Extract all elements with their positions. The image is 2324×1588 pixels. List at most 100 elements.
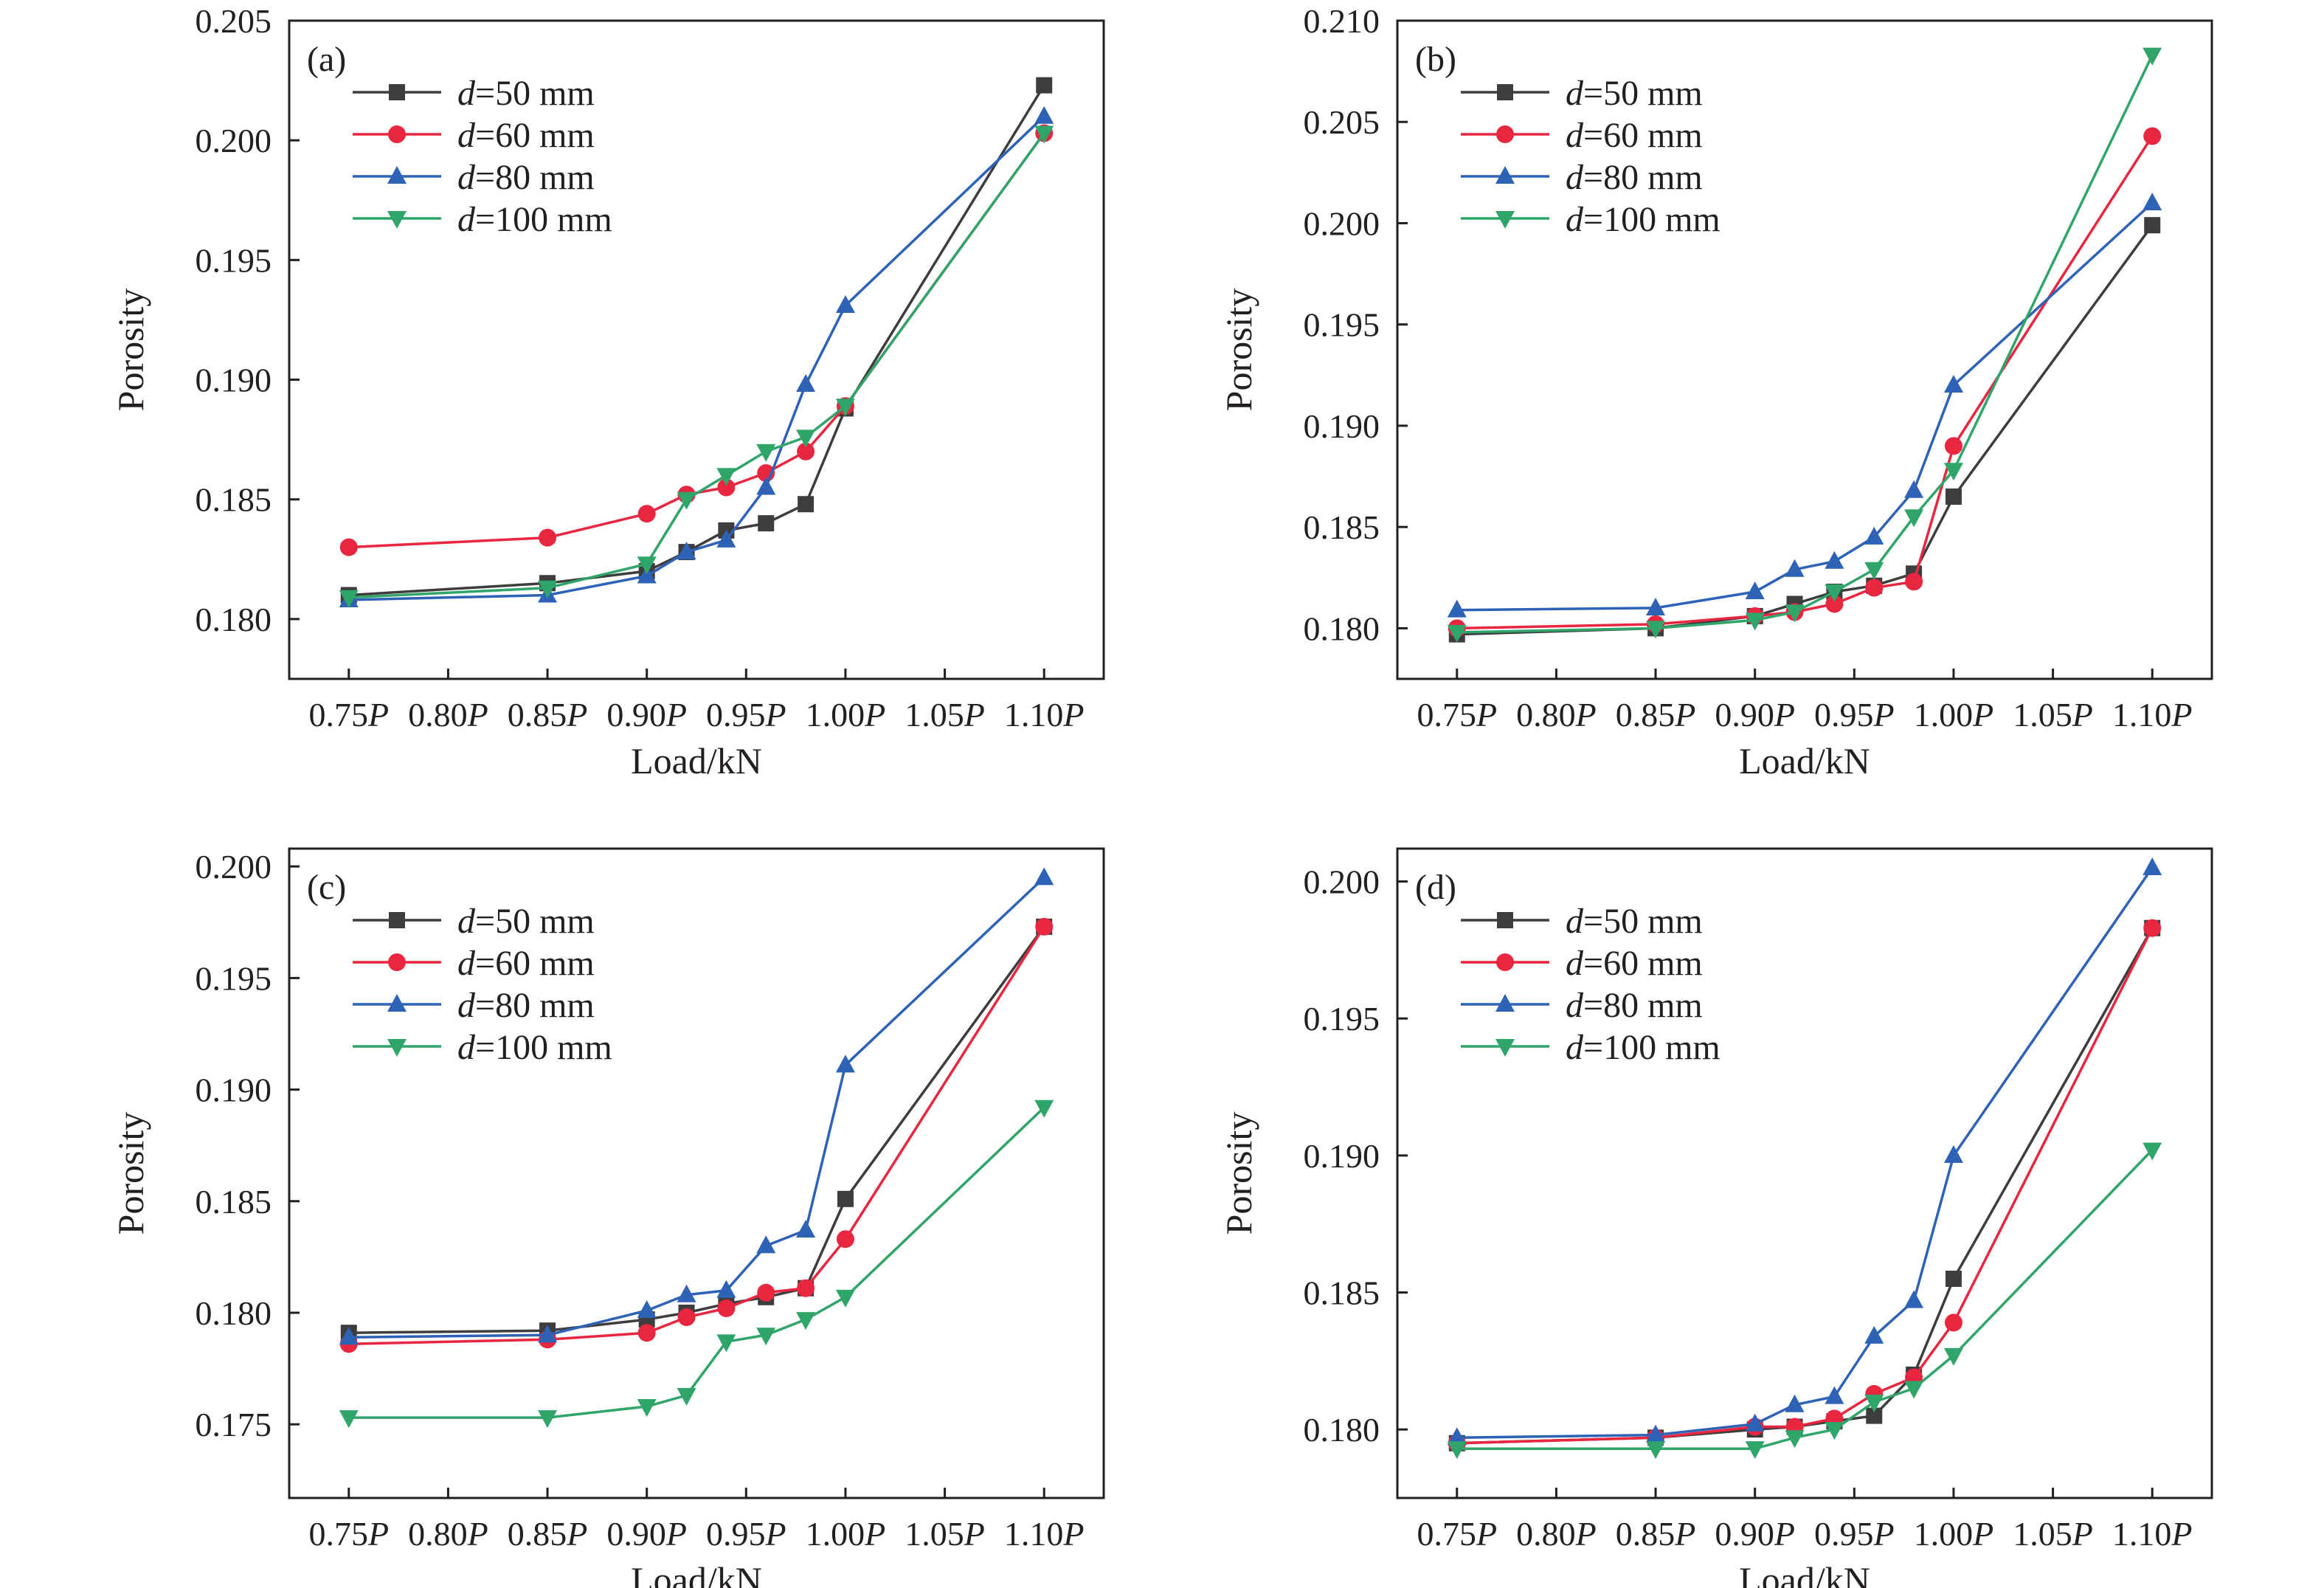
legend-label: d=100 mm [457,1028,612,1067]
x-tick-suffix: P [1062,696,1084,733]
x-tick-label: 1.10P [2112,696,2193,733]
data-point [1943,1145,1963,1163]
data-point [836,1230,854,1249]
x-tick-label: 0.95P [706,1515,786,1553]
x-tick-value: 1.00 [806,696,865,733]
data-point [717,1299,736,1317]
x-tick-label: 0.80P [1516,696,1597,733]
x-tick-value: 1.05 [2013,696,2072,733]
data-point [756,477,776,495]
data-point [677,1308,696,1327]
legend: d=50 mmd=60 mmd=80 mmd=100 mm [353,902,612,1067]
legend-value: =80 mm [475,158,595,197]
data-point [798,496,815,513]
legend-variable: d [1566,158,1584,197]
x-tick-value: 0.80 [408,696,468,733]
data-point [1646,597,1666,615]
data-point [677,1387,696,1406]
legend-variable: d [457,200,476,239]
legend-variable: d [1566,902,1584,941]
x-tick-suffix: P [665,696,687,733]
data-point [796,374,816,393]
data-point [717,478,736,497]
series-line-3 [1456,201,2154,612]
data-point [637,1324,656,1342]
legend-marker [1495,211,1515,229]
x-tick-label: 0.90P [1715,696,1795,733]
data-point [1944,437,1962,455]
y-tick-label: 0.180 [196,601,272,638]
y-tick-label: 0.200 [196,848,272,886]
chart-panel-2: 0.1800.1850.1900.1950.2000.2050.2100.75P… [1218,2,2213,781]
x-tick-suffix: P [2171,1515,2192,1553]
data-point [539,528,557,547]
data-point [2143,857,2162,875]
series-line-4 [348,1106,1045,1419]
series-line-3 [1456,867,2154,1440]
x-tick-value: 0.80 [1516,696,1576,733]
y-tick-label: 0.180 [196,1294,272,1332]
series-line-2 [348,132,1045,549]
legend-marker [387,211,407,229]
x-tick-value: 1.00 [806,1515,865,1553]
y-axis-title: Porosity [110,1112,151,1235]
data-point [538,580,558,598]
legend-marker [1496,125,1514,143]
data-point [1745,612,1765,631]
data-point [339,1410,359,1429]
series-line-1 [348,925,1045,1334]
x-tick-suffix: P [1575,1515,1597,1553]
data-point [797,442,815,460]
panel-tag: (d) [1415,868,1456,907]
legend-variable: d [457,944,476,983]
x-axis-title: Load/kN [1739,740,1870,781]
data-point [1864,526,1884,545]
series-line-1 [1456,224,2154,636]
x-tick-label: 0.90P [606,696,687,733]
series-line-3 [348,115,1045,601]
series-line-2 [1456,927,2154,1445]
data-point [716,1334,736,1353]
data-point [2143,1142,2162,1161]
y-tick-label: 0.200 [1304,863,1380,901]
legend-value: =50 mm [475,902,595,941]
y-tick-label: 0.185 [1304,508,1380,546]
data-point [756,1235,776,1254]
data-point [1646,621,1666,639]
x-tick-value: 0.75 [308,696,368,733]
legend-label: d=50 mm [1566,902,1703,941]
data-point [1646,1424,1666,1443]
x-tick-label: 0.95P [1814,696,1895,733]
x-tick-value: 0.85 [508,1515,567,1553]
legend-value: =50 mm [1583,74,1703,113]
legend-marker [387,1039,407,1057]
data-point [796,1220,816,1238]
x-tick-label: 0.85P [1616,1515,1696,1553]
legend-variable: d [1566,986,1584,1025]
data-point [1904,509,1924,528]
x-tick-suffix: P [467,696,488,733]
panel-tag: (b) [1415,40,1456,79]
data-point [2143,919,2162,937]
x-tick-suffix: P [1972,1515,1993,1553]
x-tick-suffix: P [1476,696,1497,733]
data-point [716,529,736,548]
data-point [1943,1347,1963,1366]
x-tick-value: 1.05 [2013,1515,2072,1553]
x-tick-label: 0.90P [1715,1515,1795,1553]
data-point [677,1284,696,1302]
data-point [797,1279,815,1297]
legend-marker [388,125,406,143]
x-tick-label: 0.75P [1417,1515,1497,1553]
x-tick-suffix: P [864,696,885,733]
data-point [1447,624,1467,643]
data-point [1785,1394,1805,1412]
x-tick-suffix: P [765,696,786,733]
legend-marker [387,994,407,1012]
data-point [637,1399,657,1418]
data-point [1785,604,1805,623]
data-point [1905,573,1923,591]
x-tick-value: 1.10 [2112,696,2172,733]
legend-variable: d [457,158,476,197]
